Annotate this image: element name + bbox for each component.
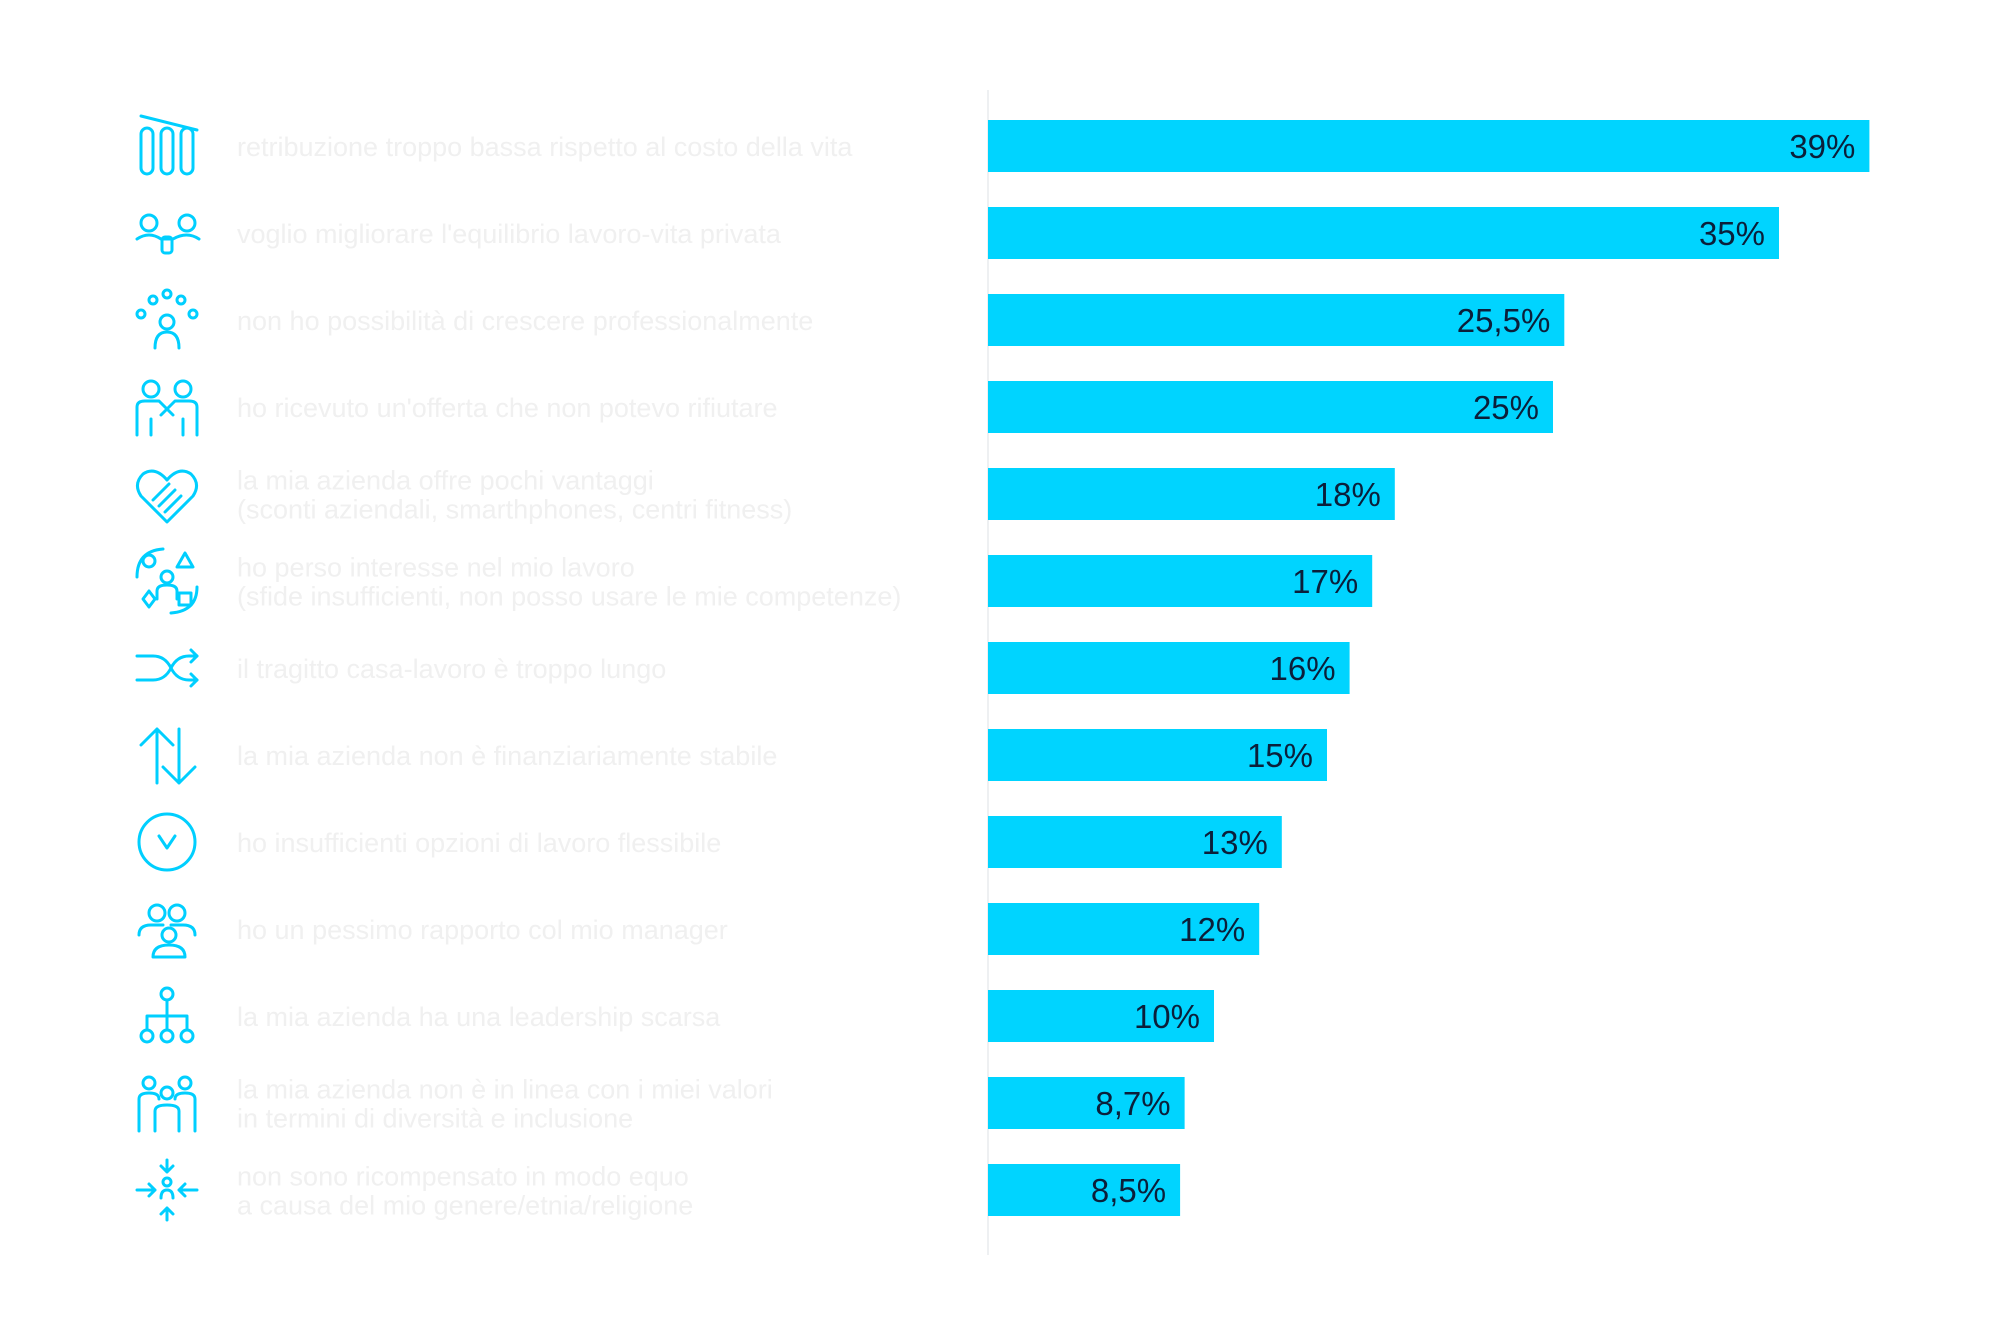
chart-row: voglio migliorare l'equilibrio lavoro-vi… <box>135 207 1779 259</box>
bar <box>988 207 1779 259</box>
clock-icon <box>137 812 197 872</box>
work-life-balance-icon <box>135 213 201 255</box>
chart-rows: retribuzione troppo bassa rispetto al co… <box>135 114 1870 1222</box>
value-label: 10% <box>1134 998 1200 1035</box>
category-label: ho ricevuto un'offerta che non potevo ri… <box>237 393 778 423</box>
category-label: a causa del mio genere/etnia/religione <box>237 1191 693 1221</box>
chart-row: ho un pessimo rapporto col mio manager 12… <box>137 903 1260 959</box>
chart-row: ho insufficienti opzioni di lavoro fless… <box>137 812 1282 872</box>
value-label: 15% <box>1247 737 1313 774</box>
bar <box>988 990 1214 1042</box>
bar <box>988 729 1327 781</box>
value-label: 12% <box>1179 911 1245 948</box>
manager-relationship-icon <box>137 903 197 959</box>
value-label: 16% <box>1270 650 1336 687</box>
declining-bars-icon <box>139 114 199 176</box>
value-label: 18% <box>1315 476 1381 513</box>
bar <box>988 555 1373 607</box>
category-label: voglio migliorare l'equilibrio lavoro-vi… <box>237 219 782 249</box>
bar <box>988 903 1260 955</box>
value-label: 25,5% <box>1457 302 1551 339</box>
value-label: 35% <box>1699 215 1765 252</box>
chart-row: la mia azienda ha una leadership scarsa 1… <box>139 986 1214 1044</box>
chart-row: la mia azienda non è in linea con i miei… <box>137 1075 1185 1134</box>
chart-row: ho perso interesse nel mio lavoro(sfide … <box>135 547 1373 615</box>
chart-row: non ho possibilità di crescere professio… <box>135 288 1565 350</box>
bar <box>988 294 1565 346</box>
bar <box>988 642 1350 694</box>
category-label: (sconti aziendali, smarthphones, centri … <box>237 495 792 525</box>
chart-row: la mia azienda offre pochi vantaggi(scon… <box>136 466 1395 525</box>
category-label: ho un pessimo rapporto col mio manager <box>237 915 728 945</box>
bar <box>988 381 1553 433</box>
category-label: in termini di diversità e inclusione <box>237 1104 633 1134</box>
shuffle-arrows-icon <box>135 648 199 688</box>
growth-people-icon <box>135 288 199 350</box>
value-label: 8,5% <box>1091 1172 1166 1209</box>
chart-row: la mia azienda non è finanziariamente st… <box>139 727 1327 785</box>
value-label: 17% <box>1292 563 1358 600</box>
category-label: la mia azienda ha una leadership scarsa <box>237 1002 721 1032</box>
category-label: non sono ricompensato in modo equo <box>237 1162 689 1192</box>
category-label: la mia azienda offre pochi vantaggi <box>237 466 654 496</box>
heart-handshake-icon <box>136 469 198 524</box>
category-label: non ho possibilità di crescere professio… <box>237 306 813 336</box>
category-label: retribuzione troppo bassa rispetto al co… <box>237 132 853 162</box>
converging-arrows-person-icon <box>135 1158 199 1222</box>
up-down-arrows-icon <box>139 727 197 785</box>
value-label: 25% <box>1473 389 1539 426</box>
lost-interest-icon <box>135 547 199 615</box>
bar <box>988 816 1282 868</box>
category-label: la mia azienda non è finanziariamente st… <box>237 741 777 771</box>
hierarchy-icon <box>139 986 195 1044</box>
bar <box>988 1077 1185 1129</box>
chart-row: il tragitto casa-lavoro è troppo lungo 16… <box>135 642 1350 694</box>
bar <box>988 468 1395 520</box>
chart-row: retribuzione troppo bassa rispetto al co… <box>139 114 1870 176</box>
value-label: 8,7% <box>1095 1085 1170 1122</box>
category-label: ho perso interesse nel mio lavoro <box>237 553 635 583</box>
category-label: il tragitto casa-lavoro è troppo lungo <box>237 654 666 684</box>
handshake-people-icon <box>135 379 199 437</box>
bar <box>988 120 1870 172</box>
value-label: 13% <box>1202 824 1268 861</box>
diverse-group-icon <box>137 1075 197 1133</box>
category-label: la mia azienda non è in linea con i miei… <box>237 1075 773 1105</box>
value-label: 39% <box>1789 128 1855 165</box>
chart-row: ho ricevuto un'offerta che non potevo ri… <box>135 379 1553 437</box>
bar <box>988 1164 1181 1216</box>
category-label: ho insufficienti opzioni di lavoro fless… <box>237 828 721 858</box>
category-label: (sfide insufficienti, non posso usare le… <box>237 582 901 612</box>
